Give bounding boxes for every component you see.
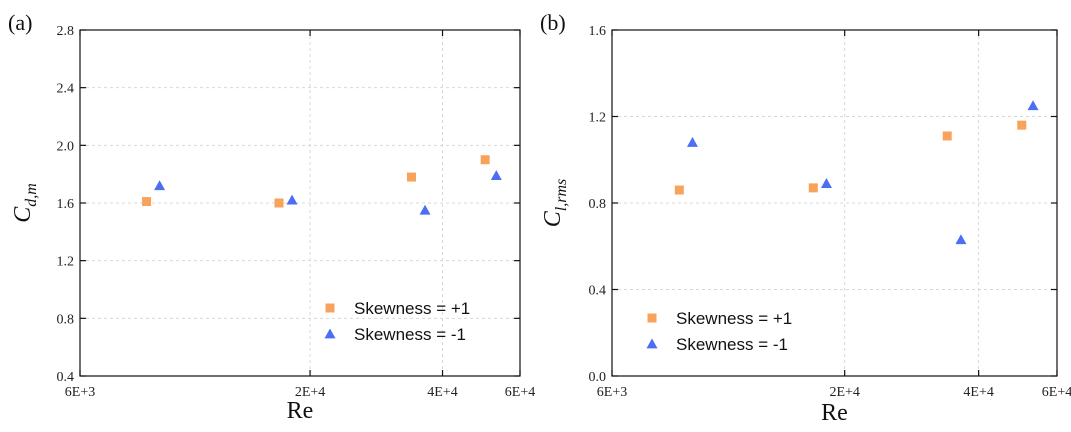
legend-marker: [325, 303, 335, 313]
legend: Skewness = +1 Skewness = -1: [324, 299, 470, 344]
x-tick-label: 4E+4: [427, 385, 457, 400]
x-tick-label: 6E+4: [1042, 385, 1071, 400]
data-point: [274, 198, 284, 208]
x-tick-label: 6E+4: [505, 385, 535, 400]
y-tick-label: 1.2: [589, 111, 607, 126]
y-axis-label-subscript: l,rms: [553, 179, 570, 211]
data-point: [1027, 100, 1039, 111]
data-point: [142, 197, 152, 207]
y-tick-label: 0.8: [57, 312, 75, 327]
series-2: [686, 100, 1039, 245]
data-point: [1017, 120, 1027, 130]
x-axis-label: Re: [821, 400, 848, 426]
data-point: [154, 180, 166, 191]
y-tick-label: 0.0: [589, 370, 607, 385]
x-tick-label: 6E+3: [65, 385, 95, 400]
data-point: [820, 178, 832, 188]
x-tick-label: 6E+3: [597, 385, 627, 400]
legend-label: Skewness = -1: [676, 335, 788, 354]
chart-panel-2: 6E+3 2E+4 4E+4 6E+4 0.0 0.4 0.8 1.2 1.6 (b) Re Cl,r…: [540, 10, 1071, 426]
legend-label: Skewness = +1: [676, 309, 792, 328]
legend-marker: [324, 328, 336, 339]
y-tick-label: 0.4: [57, 370, 75, 385]
series-1: [142, 155, 490, 208]
data-point: [480, 155, 490, 165]
x-tick-label: 2E+4: [295, 385, 325, 400]
series-2: [154, 170, 502, 215]
data-point: [406, 172, 416, 182]
y-tick-label: 2.8: [57, 24, 75, 39]
series-1: [674, 120, 1027, 195]
panel-label: (b): [540, 10, 566, 35]
legend: Skewness = +1 Skewness = -1: [646, 309, 792, 354]
y-tick-label: 1.2: [57, 255, 75, 270]
data-point: [286, 194, 298, 205]
y-axis-label-subscript: d,m: [23, 183, 40, 207]
panel-label: (a): [8, 10, 32, 35]
data-point: [808, 183, 818, 193]
x-axis-label: Re: [287, 398, 314, 424]
x-tick-label: 4E+4: [963, 385, 993, 400]
data-point: [674, 185, 684, 195]
y-tick-label: 0.8: [589, 197, 607, 212]
legend-label: Skewness = +1: [354, 299, 470, 318]
data-point: [490, 170, 502, 181]
data-point: [942, 131, 952, 141]
y-tick-label: 1.6: [57, 197, 75, 212]
chart-panel-1: 6E+3 2E+4 4E+4 6E+4 0.4 0.8 1.2 1.6 2.0 2.4 2.8 (a)…: [8, 10, 535, 424]
y-tick-label: 2.4: [57, 82, 75, 97]
y-tick-label: 0.4: [589, 284, 607, 299]
legend-label: Skewness = -1: [354, 325, 466, 344]
x-tick-label: 2E+4: [829, 385, 859, 400]
y-axis-label: Cd,m: [10, 183, 40, 223]
legend-marker: [646, 338, 658, 349]
y-tick-label: 2.0: [57, 139, 75, 154]
y-tick-label: 1.6: [589, 24, 607, 39]
data-point: [686, 136, 698, 147]
legend-marker: [647, 313, 657, 323]
data-point: [955, 234, 967, 245]
data-point: [419, 204, 431, 215]
y-axis-label: Cl,rms: [540, 179, 570, 227]
